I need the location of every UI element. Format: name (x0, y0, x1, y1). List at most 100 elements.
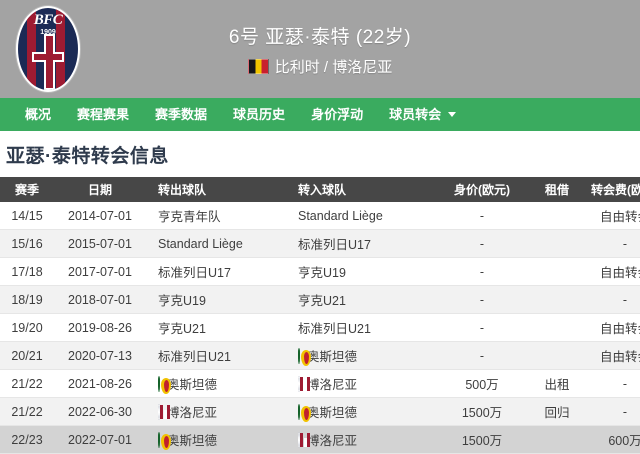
cell-value: - (436, 313, 528, 342)
cell-loan (528, 285, 586, 314)
nav-item-label: 身价浮动 (311, 107, 364, 122)
cell-from: Standard Liège (146, 229, 286, 258)
cell-to: Standard Liège (286, 202, 436, 230)
bologna-logo-icon (298, 431, 310, 448)
team-name-label: 标准列日U17 (158, 266, 231, 280)
cell-to: 博洛尼亚 (286, 369, 436, 398)
cell-from: 标准列日U21 (146, 341, 286, 370)
belgium-flag-icon (247, 58, 269, 74)
team-cell: 亨克青年队 (158, 206, 286, 225)
table-row[interactable]: 21/22 2022-06-30 博洛尼亚 奥斯坦德 1500万 回归 - (0, 397, 640, 426)
cell-fee: - (586, 229, 640, 258)
tab-season-stats[interactable]: 赛季数据 (142, 98, 220, 131)
player-title: 6号 亚瑟·泰特 (22岁) (228, 26, 412, 48)
player-header: BFC 1909 6号 亚瑟·泰特 (22岁) 比利时 / 博洛尼亚 (0, 0, 640, 98)
team-cell: 标准列日U17 (298, 234, 436, 253)
nationality-club-label: 比利时 / 博洛尼亚 (274, 58, 393, 76)
tab-overview[interactable]: 概况 (12, 98, 64, 131)
cell-season: 21/22 (0, 397, 54, 426)
cell-fee: 自由转会 (586, 202, 640, 230)
team-cell: 亨克U19 (158, 290, 286, 309)
cell-date: 2021-08-26 (54, 369, 146, 398)
cell-from: 亨克青年队 (146, 202, 286, 230)
chevron-down-icon[interactable] (448, 112, 457, 117)
tab-fixtures-results[interactable]: 赛程赛果 (64, 98, 142, 131)
tab-player-history[interactable]: 球员历史 (220, 98, 298, 131)
main-nav[interactable]: 概况 赛程赛果 赛季数据 球员历史 身价浮动 球员转会 (0, 98, 640, 131)
cell-to: 亨克U21 (286, 285, 436, 314)
cell-value: - (436, 285, 528, 314)
cell-value: 1500万 (436, 425, 528, 454)
cell-date: 2022-07-01 (54, 425, 146, 454)
team-name-label: 博洛尼亚 (307, 434, 358, 448)
nav-item-label: 赛程赛果 (77, 107, 130, 122)
cell-loan (528, 425, 586, 454)
column-header-loan: 租借 (528, 177, 586, 202)
cell-fee: 自由转会 (586, 341, 640, 370)
bologna-logo-icon (298, 375, 310, 392)
cell-date: 2022-06-30 (54, 397, 146, 426)
cell-value: - (436, 202, 528, 230)
cell-fee: - (586, 285, 640, 314)
cell-loan (528, 257, 586, 286)
cell-season: 21/22 (0, 369, 54, 398)
cell-loan (528, 229, 586, 258)
cell-season: 14/15 (0, 202, 54, 230)
cell-date: 2019-08-26 (54, 313, 146, 342)
cell-fee: 自由转会 (586, 257, 640, 286)
cell-season: 18/19 (0, 285, 54, 314)
cell-value: 1500万 (436, 397, 528, 426)
cell-loan (528, 341, 586, 370)
team-cell: 奥斯坦德 (298, 346, 436, 366)
team-name-label: Standard Liège (298, 208, 383, 223)
cell-fee: - (586, 369, 640, 398)
team-name-label: 博洛尼亚 (307, 378, 358, 392)
kv-oostende-logo-icon (158, 375, 171, 394)
page-title: 亚瑟·泰特转会信息 (6, 146, 169, 167)
kv-oostende-logo-icon (298, 403, 311, 422)
team-cell: 奥斯坦德 (298, 402, 436, 422)
nav-item-label: 赛季数据 (155, 107, 208, 122)
cell-season: 15/16 (0, 229, 54, 258)
column-header-value: 身价(欧元) (436, 177, 528, 202)
tab-player-transfers[interactable]: 球员转会 (376, 98, 469, 131)
team-name-label: 亨克U21 (298, 294, 346, 308)
table-row[interactable]: 22/23 2022-07-01 奥斯坦德 博洛尼亚 1500万 600万 (0, 425, 640, 454)
team-name-label: 奥斯坦德 (167, 378, 218, 392)
cell-to: 亨克U19 (286, 257, 436, 286)
team-cell: 标准列日U21 (298, 318, 436, 337)
club-crest: BFC 1909 (0, 0, 96, 98)
cell-fee: - (586, 397, 640, 426)
player-identity: 6号 亚瑟·泰特 (22岁) 比利时 / 博洛尼亚 (96, 22, 640, 77)
table-row[interactable]: 18/19 2018-07-01 亨克U19 亨克U21 - - (0, 285, 640, 314)
tab-market-value[interactable]: 身价浮动 (298, 98, 376, 131)
cell-loan: 回归 (528, 397, 586, 426)
cell-value: - (436, 341, 528, 370)
team-name-label: 亨克U19 (158, 294, 206, 308)
team-name-label: 亨克U19 (298, 266, 346, 280)
cell-fee: 自由转会 (586, 313, 640, 342)
cell-from: 标准列日U17 (146, 257, 286, 286)
column-header-date: 日期 (54, 177, 146, 202)
team-cell: 博洛尼亚 (298, 430, 436, 449)
team-name-label: 标准列日U17 (298, 238, 371, 252)
team-name-label: 标准列日U21 (298, 322, 371, 336)
cell-to: 奥斯坦德 (286, 397, 436, 426)
team-cell: 博洛尼亚 (158, 402, 286, 421)
table-row[interactable]: 21/22 2021-08-26 奥斯坦德 博洛尼亚 500万 出租 - (0, 369, 640, 398)
nav-item-label: 球员转会 (389, 107, 442, 122)
cell-to: 博洛尼亚 (286, 425, 436, 454)
cell-to: 标准列日U21 (286, 313, 436, 342)
table-row[interactable]: 15/16 2015-07-01 Standard Liège 标准列日U17 - - (0, 229, 640, 258)
cell-season: 17/18 (0, 257, 54, 286)
cell-value: 500万 (436, 369, 528, 398)
team-cell: 标准列日U17 (158, 262, 286, 281)
cell-value: - (436, 229, 528, 258)
team-cell: 奥斯坦德 (158, 374, 286, 394)
